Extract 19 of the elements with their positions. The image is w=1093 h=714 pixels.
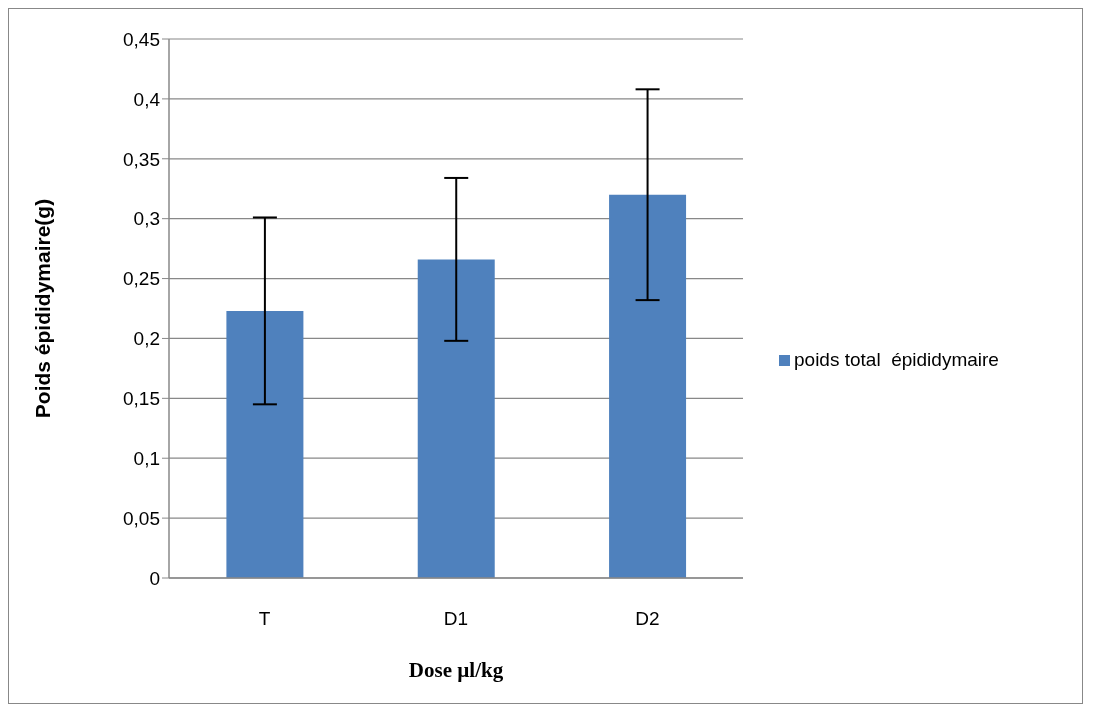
y-tick-label: 0	[149, 567, 160, 589]
x-axis-title: Dose µl/kg	[408, 658, 504, 682]
y-tick-label: 0,15	[123, 388, 160, 410]
bar	[226, 310, 304, 578]
x-tick-label: D1	[443, 608, 469, 630]
bar	[609, 194, 687, 578]
y-tick-label: 0,4	[133, 88, 161, 110]
y-tick-label: 0,35	[123, 148, 160, 170]
y-tick-label: 0,2	[133, 328, 160, 350]
y-tick-label: 0,25	[123, 268, 160, 290]
y-tick-label: 0,3	[133, 208, 160, 230]
y-tick-label: 0,1	[133, 447, 160, 469]
x-tick-label: D2	[635, 608, 660, 630]
y-axis-title: Poids épididymaire(g)	[31, 198, 55, 419]
y-tick-label: 0,05	[123, 507, 160, 529]
y-tick-label: 0,45	[123, 28, 160, 50]
x-tick-label: T	[258, 608, 271, 630]
bar	[417, 259, 495, 578]
legend-label: poids total épididymaire	[794, 349, 999, 371]
